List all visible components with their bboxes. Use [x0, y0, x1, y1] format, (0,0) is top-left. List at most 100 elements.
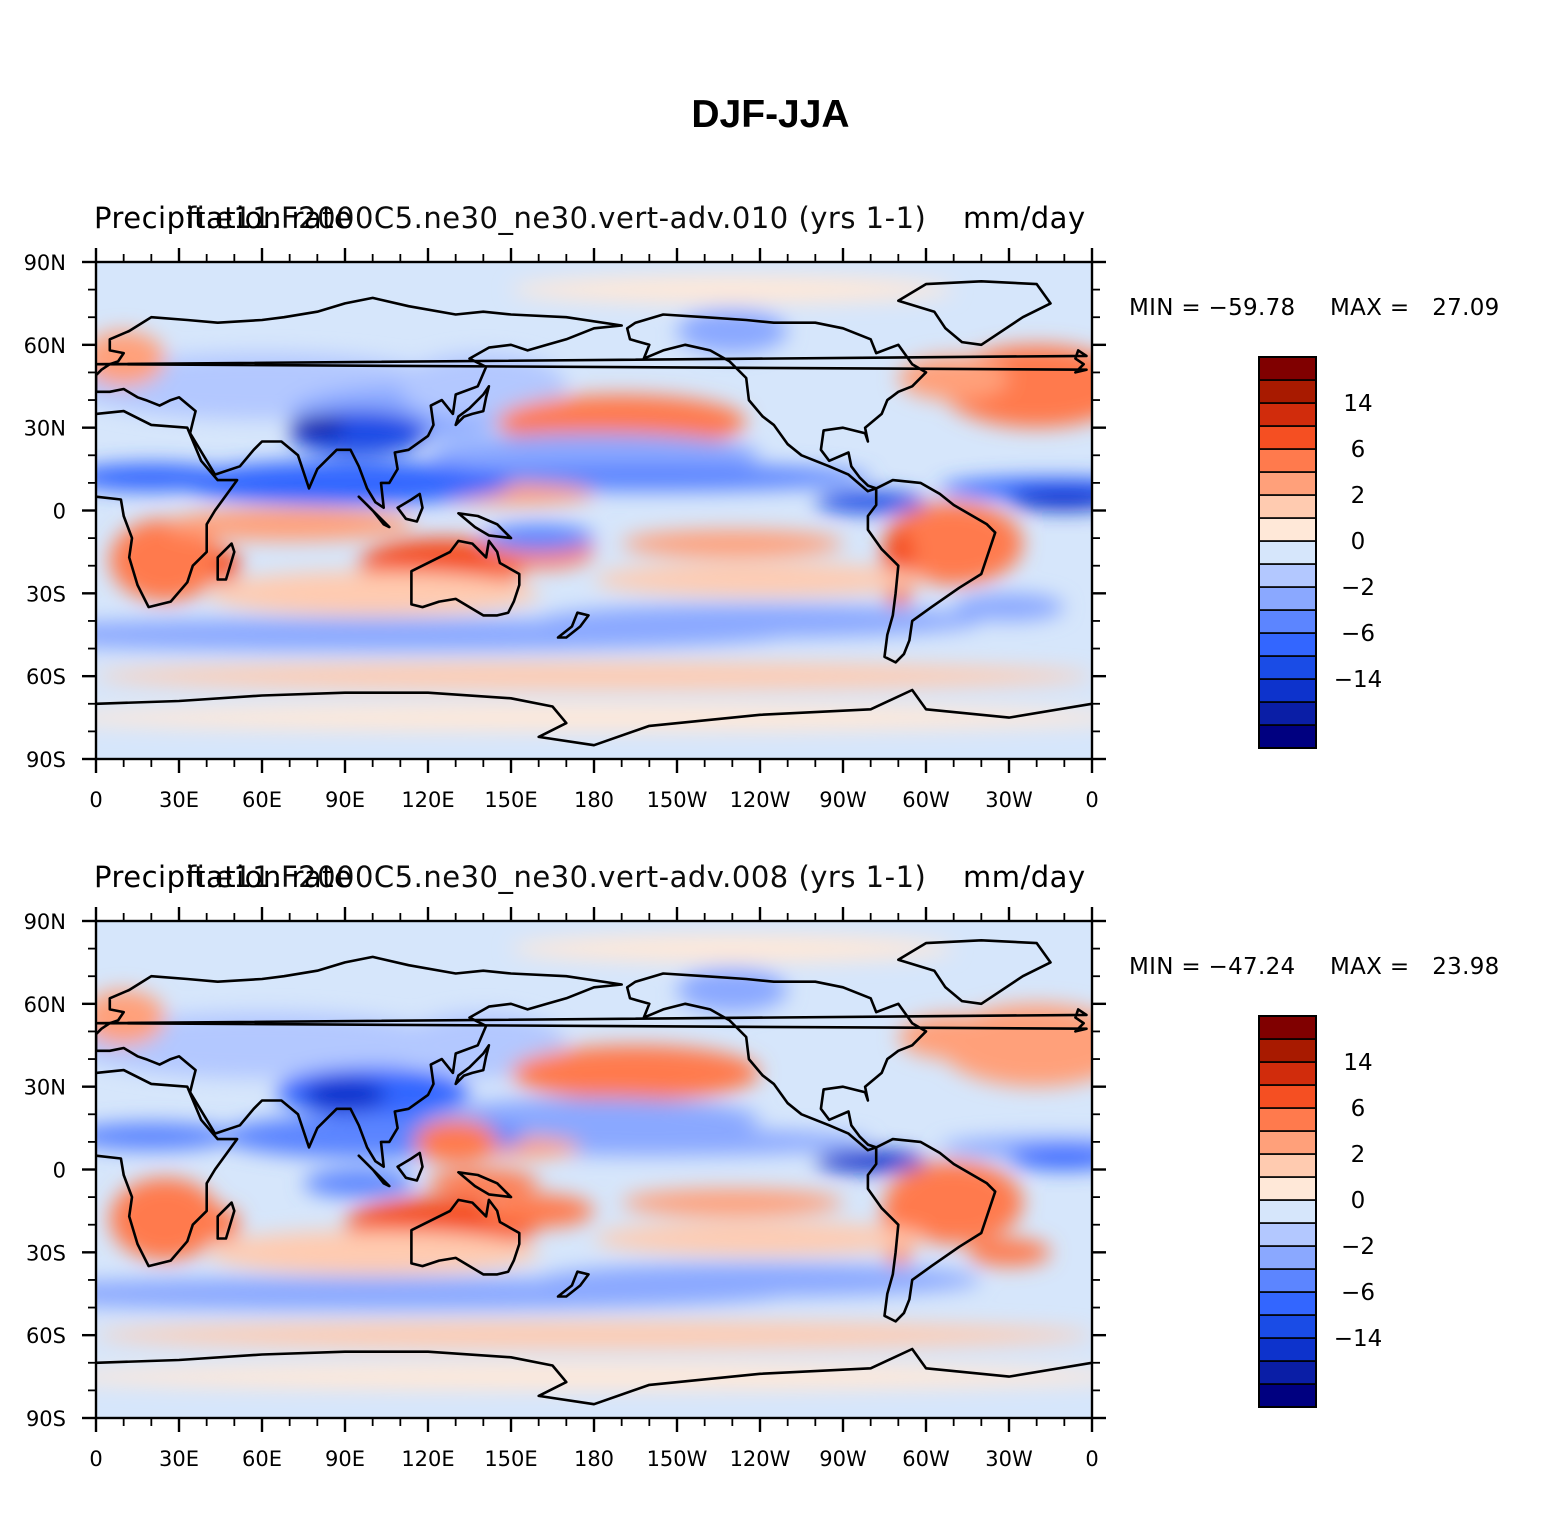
coastline-sumatra — [357, 1154, 391, 1188]
y-tick-label: 30N — [24, 417, 66, 441]
coastline-sa — [866, 1137, 997, 1323]
anomaly-region-27 — [898, 1014, 1010, 1060]
x-tick-label: 0 — [89, 1447, 102, 1471]
x-tick-label: 60W — [902, 1447, 950, 1471]
colorbar-label: 0 — [1351, 1188, 1366, 1214]
anomaly-region-20 — [483, 524, 594, 552]
anomaly-region-9 — [96, 1122, 235, 1151]
y-tick-label: 90S — [26, 748, 66, 772]
anomaly-region-26 — [96, 331, 166, 387]
x-tick-label: 30W — [985, 788, 1033, 812]
x-tick-label: 150E — [484, 788, 537, 812]
coastline-eurasia — [96, 296, 624, 510]
colorbar-box — [1258, 494, 1317, 519]
coastline-uk — [96, 349, 1088, 374]
coastline-madagascar — [216, 1201, 236, 1240]
colorbar-label: −2 — [1341, 575, 1375, 601]
colorbar-box — [1258, 1153, 1317, 1178]
y-tick-label: 90S — [26, 1407, 66, 1431]
anomaly-region-12 — [815, 1150, 927, 1173]
x-tick-label: 120W — [730, 1447, 791, 1471]
contour-field — [96, 262, 1092, 759]
coastline-sa — [866, 478, 997, 664]
colorbar-box — [1258, 1245, 1317, 1270]
coastline-sumatra — [357, 495, 391, 529]
colorbar-box — [1258, 356, 1317, 381]
colorbar-box — [1258, 1199, 1317, 1224]
min-value: MIN = −59.78 — [1129, 295, 1296, 321]
anomaly-region-2 — [303, 1078, 387, 1112]
colorbar-frame — [1258, 356, 1317, 749]
x-tick-label: 60W — [902, 788, 950, 812]
colorbar-label: 0 — [1351, 529, 1366, 555]
anomaly-region-30 — [594, 1221, 926, 1256]
y-tick-label: 60S — [26, 1324, 66, 1348]
x-tick-label: 120E — [401, 788, 454, 812]
y-tick-label: 0 — [53, 1159, 66, 1183]
coastline-uk — [96, 1008, 1088, 1033]
coastline-ant — [96, 1347, 1092, 1406]
colorbar-box — [1258, 540, 1317, 565]
colorbar-label: 6 — [1351, 1096, 1366, 1122]
anomaly-region-12 — [1009, 488, 1092, 511]
anomaly-region-4 — [400, 353, 567, 420]
anomaly-region-29 — [206, 1230, 539, 1275]
colorbar-box — [1258, 1130, 1317, 1155]
anomaly-region-19 — [621, 529, 843, 558]
colorbar-box — [1258, 1291, 1317, 1316]
coastline-australia — [410, 1198, 521, 1276]
coastline-ng — [457, 1170, 513, 1199]
x-tick-label: 90W — [819, 788, 867, 812]
anomaly-region-20 — [884, 1161, 1023, 1245]
colorbar-box — [1258, 425, 1317, 450]
y-tick-label: 0 — [53, 500, 66, 524]
panel-center-label: fi.e11.F2000C5.ne30_ne30.vert-adv.010 (y… — [186, 201, 927, 235]
coastline-australia — [410, 539, 521, 617]
coastline-africa — [96, 409, 239, 609]
x-tick-label: 120W — [730, 788, 791, 812]
map-plot: 90N 60N 30N 0 30S 60S 90S 0 30E 60E 90E 120E 150E 180… — [24, 248, 1382, 812]
contour-field — [96, 921, 1092, 1418]
colorbar-box — [1258, 1015, 1317, 1040]
y-tick-label: 90N — [24, 910, 66, 934]
panel-right-label: mm/day — [963, 201, 1086, 235]
panel-left-label: Precipitation rate — [94, 860, 353, 894]
max-value: MAX = 27.09 — [1330, 295, 1500, 321]
min-value: MIN = −47.24 — [1129, 954, 1296, 980]
x-tick-label: 30E — [159, 788, 199, 812]
y-tick-label: 90N — [24, 251, 66, 275]
x-tick-label: 30W — [985, 1447, 1033, 1471]
x-tick-label: 90E — [325, 1447, 365, 1471]
colorbar-box — [1258, 1176, 1317, 1201]
coastline-greenland — [896, 938, 1052, 1006]
y-tick-label: 30S — [26, 1241, 66, 1265]
y-tick-label: 30N — [24, 1076, 66, 1100]
coastline-borneo — [396, 492, 424, 523]
anomaly-region-28 — [898, 355, 1010, 401]
anomaly-region-31 — [594, 562, 926, 597]
anomaly-region-25 — [953, 593, 1065, 621]
x-tick-label: 180 — [574, 788, 614, 812]
panel-left-label: Precipitation rate — [94, 201, 353, 235]
anomaly-region-24 — [538, 604, 982, 638]
coastline-borneo — [396, 1151, 424, 1182]
anomaly-region-19 — [303, 1169, 415, 1198]
coastline-nz — [556, 1270, 590, 1298]
colorbar-label: 2 — [1351, 483, 1366, 509]
coastline-ng — [457, 511, 513, 540]
y-tick-label: 60S — [26, 665, 66, 689]
x-tick-label: 150W — [647, 788, 708, 812]
colorbar-box — [1258, 1314, 1317, 1339]
x-tick-label: 60E — [242, 1447, 282, 1471]
colorbar-label: 2 — [1351, 1142, 1366, 1168]
anomaly-region-11 — [1009, 1147, 1092, 1170]
anomaly-region-15 — [414, 1119, 498, 1164]
colorbar-label: 6 — [1351, 437, 1366, 463]
colorbar-box — [1258, 1383, 1317, 1408]
coastline-na — [625, 313, 928, 493]
anomaly-region-18 — [621, 1188, 843, 1217]
colorbar-label: 14 — [1343, 1050, 1372, 1076]
max-value: MAX = 23.98 — [1330, 954, 1500, 980]
colorbar-label: −14 — [1334, 1326, 1383, 1352]
anomaly-region-23 — [538, 1263, 982, 1297]
